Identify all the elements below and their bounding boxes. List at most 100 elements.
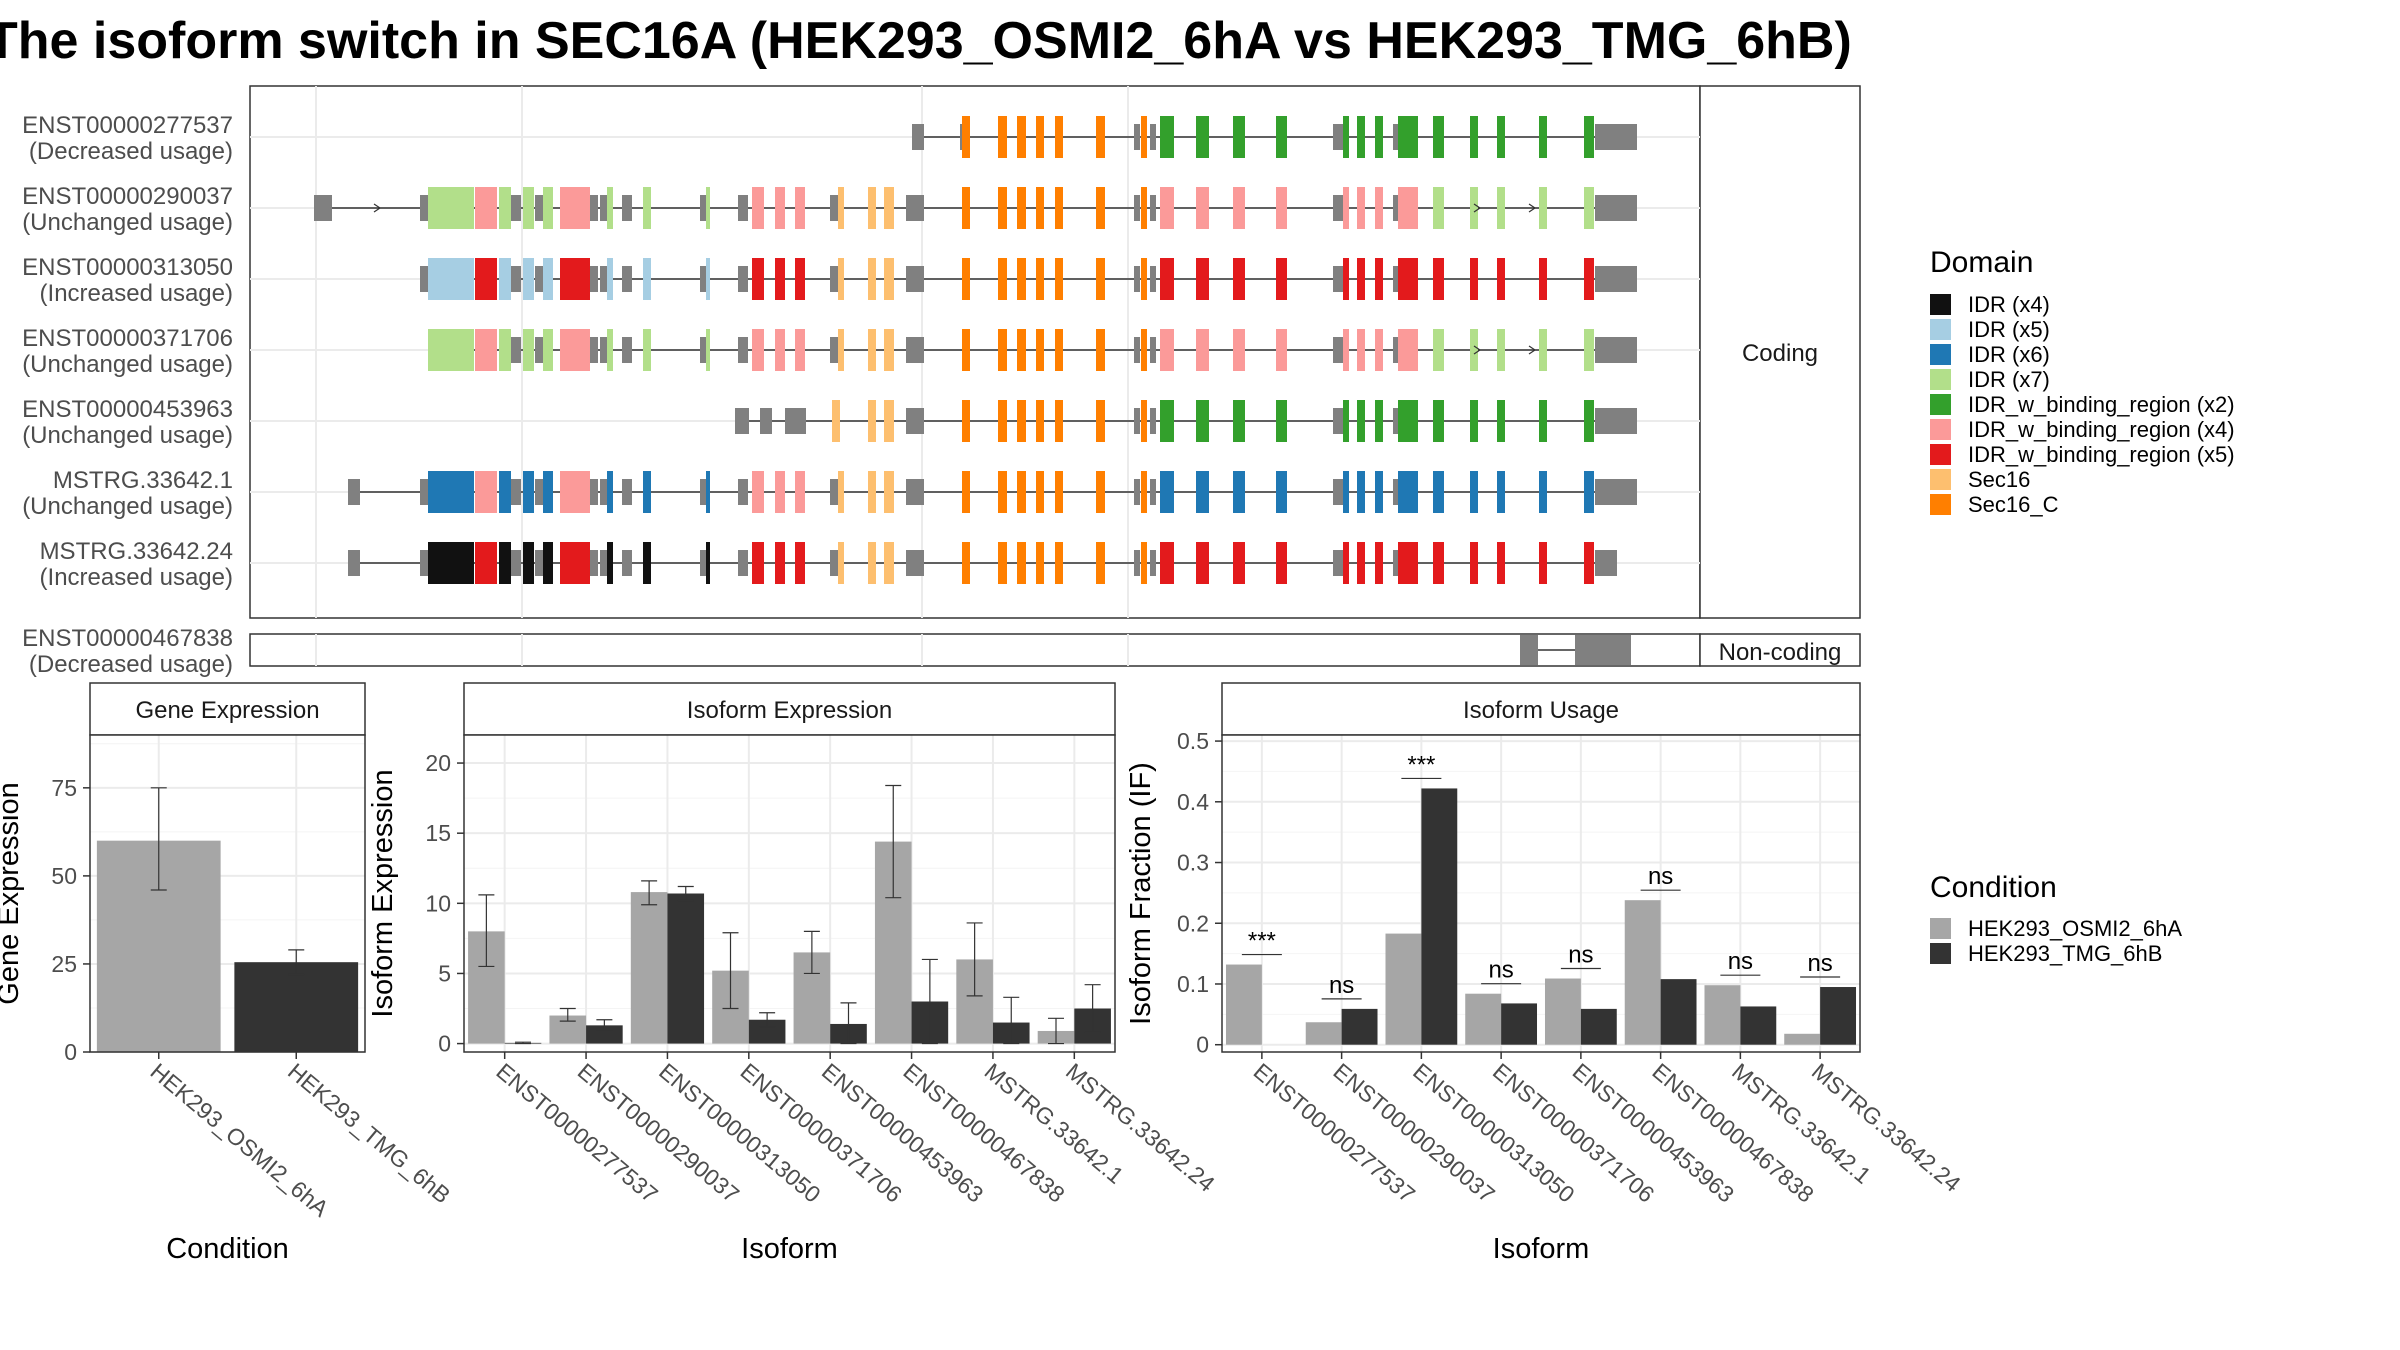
exon-block [1398,116,1418,158]
transcript-id-label: MSTRG.33642.24 [40,538,233,565]
exon-block [795,258,805,300]
exon-block [906,266,924,292]
exon-block [795,329,805,371]
exon-block [1333,124,1343,150]
panel-strip-label: Isoform Usage [1463,697,1619,724]
exon-block [348,479,360,505]
exon-block [1017,258,1026,300]
exon-block [962,471,970,513]
bar [1704,985,1741,1045]
exon-block [884,258,894,300]
exon-block [428,258,474,300]
exon-block [607,187,613,229]
bar [1501,1003,1538,1045]
exon-block [1333,266,1343,292]
significance-label: ns [1728,948,1753,975]
y-axis-title: Isoform Fraction (IF) [1125,762,1157,1025]
legend-swatch [1930,943,1951,964]
exon-block [1141,329,1147,371]
exon-block [706,471,710,513]
exon-block [785,408,803,434]
exon-block [1433,116,1444,158]
exon-block [752,542,764,584]
exon-block [600,195,608,221]
exon-block [1134,124,1140,150]
exon-block [1141,400,1147,442]
exon-block [906,408,924,434]
transcript-structure-panel: CodingNon-codingENST00000277537(Decrease… [22,85,1861,678]
exon-block [1134,550,1140,576]
exon-block [1150,266,1156,292]
x-tick-label: MSTRG.33642.1 [980,1058,1129,1189]
transcript-id-label: ENST00000467838 [22,625,233,652]
exon-block [802,408,806,434]
exon-block [1433,329,1444,371]
exon-block [838,542,844,584]
y-tick-label: 25 [51,951,77,977]
exon-block [428,542,474,584]
exon-block [543,542,553,584]
exon-block [607,542,613,584]
exon-block [428,471,474,513]
exon-block [962,329,970,371]
significance-label: *** [1248,928,1276,955]
significance-label: ns [1329,972,1354,999]
exon-block [1276,116,1287,158]
exon-block [795,542,805,584]
exon-block [1017,329,1026,371]
exon-block [543,258,553,300]
transcript-id-label: ENST00000277537 [22,112,233,139]
y-tick-label: 75 [51,775,77,801]
panel-strip [1221,682,1861,736]
exon-block [1497,400,1505,442]
legend-label: Sec16_C [1968,492,2059,517]
exon-block [1017,471,1026,513]
exon-block [622,337,632,363]
exon-block [643,542,651,584]
exon-block [1134,195,1140,221]
isoform-usage-panel: Isoform Usage00.10.20.30.40.5***ENST0000… [1125,682,1966,1265]
y-axis-title: Isoform Expression [367,769,399,1017]
legend-swatch [1930,918,1951,939]
legend-swatch [1930,419,1951,440]
exon-block [1375,542,1383,584]
exon-block [1539,542,1547,584]
transcript-usage-label: (Increased usage) [40,564,233,591]
exon-block [1196,329,1209,371]
exon-block [1398,542,1418,584]
y-tick-label: 0.3 [1177,850,1209,876]
transcript-id-label: MSTRG.33642.1 [53,467,233,494]
exon-block [735,408,749,434]
exon-block [1055,258,1063,300]
panel-strip-label: Isoform Expression [687,697,892,724]
exon-block [1233,471,1245,513]
exon-block [600,479,608,505]
exon-block [700,266,706,292]
exon-block [428,187,474,229]
exon-block [1036,329,1044,371]
exon-block [523,187,534,229]
exon-block [1584,116,1594,158]
x-axis-title: Isoform [1493,1233,1590,1265]
legend-label: IDR (x7) [1968,367,2050,392]
exon-block [1196,258,1209,300]
exon-block [643,258,651,300]
transcript-id-label: ENST00000371706 [22,325,233,352]
bar [1421,788,1458,1045]
exon-block [1196,116,1209,158]
exon-block [1150,479,1156,505]
y-tick-label: 0.1 [1177,971,1209,997]
y-tick-label: 5 [438,960,451,986]
exon-block [511,266,521,292]
exon-block [535,550,543,576]
exon-block [1036,258,1044,300]
exon-block [1333,408,1343,434]
exon-block [1433,542,1444,584]
exon-block [1497,542,1505,584]
exon-block [1398,187,1418,229]
exon-block [962,116,970,158]
bar [1544,978,1581,1045]
legend-swatch [1930,369,1951,390]
exon-block [643,187,651,229]
exon-block [1357,329,1365,371]
